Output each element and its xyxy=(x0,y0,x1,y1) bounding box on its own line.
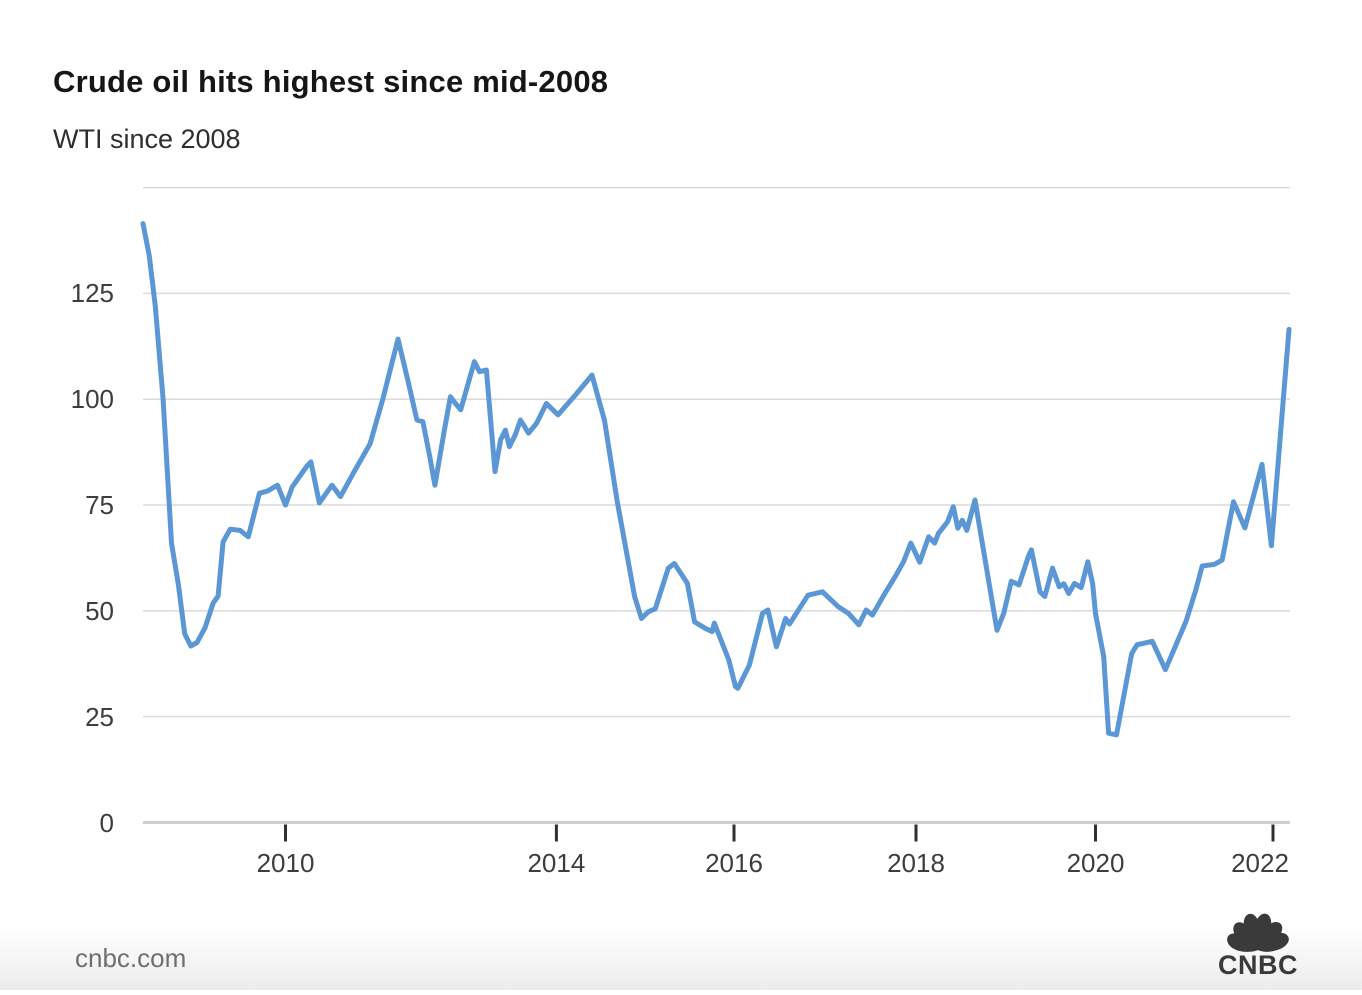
x-axis-label-2020: 2020 xyxy=(1066,848,1125,878)
x-axis-label-2010: 2010 xyxy=(256,848,315,878)
y-axis-label-75: 75 xyxy=(85,490,114,521)
footer-source-text: cnbc.com xyxy=(75,943,187,973)
y-axis-label-125: 125 xyxy=(70,278,114,309)
x-axis-label-2018: 2018 xyxy=(887,848,945,878)
y-axis-label-0: 0 xyxy=(99,807,114,838)
wti-price-line xyxy=(140,221,1292,738)
cnbc-logo: CNBC xyxy=(1208,900,1308,982)
footer-background-fade xyxy=(0,926,1362,990)
x-axis-label-2014: 2014 xyxy=(527,848,586,878)
y-axis-label-50: 50 xyxy=(85,595,114,626)
x-axis-label-2016: 2016 xyxy=(705,848,763,878)
cnbc-logo-text: CNBC xyxy=(1218,950,1298,980)
x-axis-label-2022: 2022 xyxy=(1231,848,1289,878)
y-axis-label-100: 100 xyxy=(70,384,114,415)
page-title: Crude oil hits highest since mid-2008 xyxy=(53,64,609,99)
page-subtitle: WTI since 2008 xyxy=(53,124,241,154)
cnbc-peacock-icon xyxy=(1227,913,1289,952)
y-axis-label-25: 25 xyxy=(85,701,114,732)
